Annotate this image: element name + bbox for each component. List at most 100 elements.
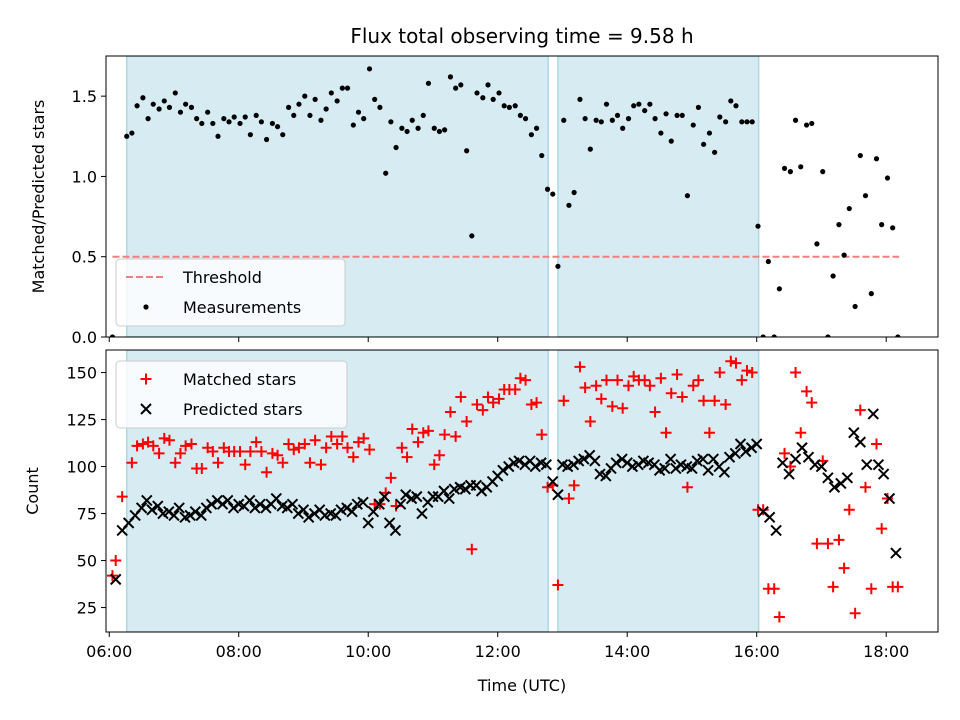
matched-star-point <box>574 361 586 373</box>
predicted-star-point <box>867 408 879 420</box>
matched-star-point <box>250 436 262 448</box>
matched-star-point <box>234 446 246 458</box>
predicted-star-point <box>567 458 580 471</box>
measurement-point <box>582 116 588 122</box>
measurement-point <box>798 164 804 170</box>
measurement-point <box>642 107 648 114</box>
predicted-star-point <box>702 464 714 477</box>
matched-star-point <box>811 538 823 550</box>
predicted-star-point <box>822 472 834 484</box>
matched-star-point <box>304 457 316 469</box>
matched-star-point <box>331 438 343 450</box>
predicted-star-point <box>877 468 890 480</box>
predicted-star-point <box>529 460 541 473</box>
predicted-star-point <box>254 498 266 510</box>
matched-star-point <box>277 457 289 469</box>
matched-star-point <box>600 374 612 386</box>
predicted-star-point <box>739 445 752 458</box>
predicted-star-point <box>734 438 747 450</box>
x-tick-label: 12:00 <box>475 642 521 661</box>
matched-star-point <box>509 383 521 395</box>
matched-star-point <box>703 427 715 439</box>
matched-star-point <box>536 429 548 441</box>
measurement-point <box>890 225 896 231</box>
predicted-star-point <box>195 509 207 522</box>
measurement-point <box>172 90 178 96</box>
x-tick-label: 06:00 <box>86 642 132 661</box>
measurement-point <box>231 114 237 120</box>
measurement-point <box>399 125 405 131</box>
matched-star-point <box>347 451 359 463</box>
matched-star-point <box>552 579 564 591</box>
matched-star-point <box>563 493 575 505</box>
measurement-point <box>625 116 632 122</box>
predicted-star-point <box>828 481 841 493</box>
matched-star-point <box>126 457 138 469</box>
predicted-star-point <box>357 496 369 508</box>
measurement-point <box>550 191 556 197</box>
predicted-star-point <box>200 502 213 514</box>
measurement-point <box>679 112 685 119</box>
y-tick-label: 0.5 <box>72 248 97 267</box>
predicted-star-point <box>297 504 310 516</box>
predicted-star-point <box>872 458 885 471</box>
legend-box <box>115 258 346 327</box>
y-tick-label: 75 <box>77 505 97 524</box>
legend-predicted-label: Predicted stars <box>183 400 303 419</box>
matched-star-point <box>433 449 445 461</box>
y-tick-label: 25 <box>77 599 97 618</box>
measurement-point <box>242 114 248 120</box>
measurement-point <box>215 133 221 139</box>
axes-frame <box>105 55 939 338</box>
predicted-star-point <box>362 517 374 529</box>
matched-star-point <box>406 423 418 435</box>
measurement-point <box>846 205 852 212</box>
predicted-star-point <box>427 490 439 503</box>
legend: Threshold Measurements <box>115 258 346 327</box>
matched-star-point <box>623 380 635 392</box>
predicted-star-point <box>141 494 153 507</box>
measurement-point <box>571 189 577 196</box>
measurement-point <box>247 132 253 138</box>
measurement-point <box>533 125 540 131</box>
measurement-point <box>145 116 151 122</box>
matched-star-point <box>255 446 267 458</box>
matched-star-point <box>266 447 278 459</box>
predicted-star-point <box>664 453 677 465</box>
predicted-star-point <box>438 485 450 497</box>
matched-star-point <box>315 459 327 471</box>
measurement-point <box>442 127 448 133</box>
y-tick-label: 100 <box>66 458 97 477</box>
measurement-point <box>868 291 874 297</box>
measurement-point <box>879 222 885 228</box>
matched-star-point <box>714 367 726 379</box>
measurement-point <box>485 82 491 88</box>
legend-predicted-swatch <box>140 403 152 415</box>
matched-star-point <box>477 404 489 416</box>
predicted-star-point <box>411 490 423 503</box>
matched-star-point <box>174 447 186 459</box>
measurement-point <box>447 74 454 80</box>
predicted-star-point <box>513 455 525 467</box>
matched-star-point <box>180 440 192 452</box>
x-axis-label: Time (UTC) <box>477 676 566 695</box>
matched-star-point <box>590 380 602 392</box>
measurement-point <box>695 104 702 110</box>
measurement-point <box>830 273 836 279</box>
measurement-point <box>420 112 426 119</box>
matched-star-point <box>773 611 785 623</box>
matched-star-point <box>568 479 580 491</box>
predicted-star-point <box>729 447 742 460</box>
predicted-star-point <box>789 453 802 465</box>
predicted-star-point <box>861 458 873 471</box>
matched-star-point <box>471 399 483 411</box>
measurement-point <box>739 119 745 125</box>
measurement-point <box>706 130 713 136</box>
matched-star-point <box>514 372 526 384</box>
predicted-star-point <box>367 505 380 518</box>
matched-star-point <box>595 393 607 405</box>
matched-star-point <box>342 442 354 454</box>
matched-star-point <box>892 581 904 593</box>
matched-star-point <box>881 493 893 505</box>
measurement-point <box>480 95 486 101</box>
